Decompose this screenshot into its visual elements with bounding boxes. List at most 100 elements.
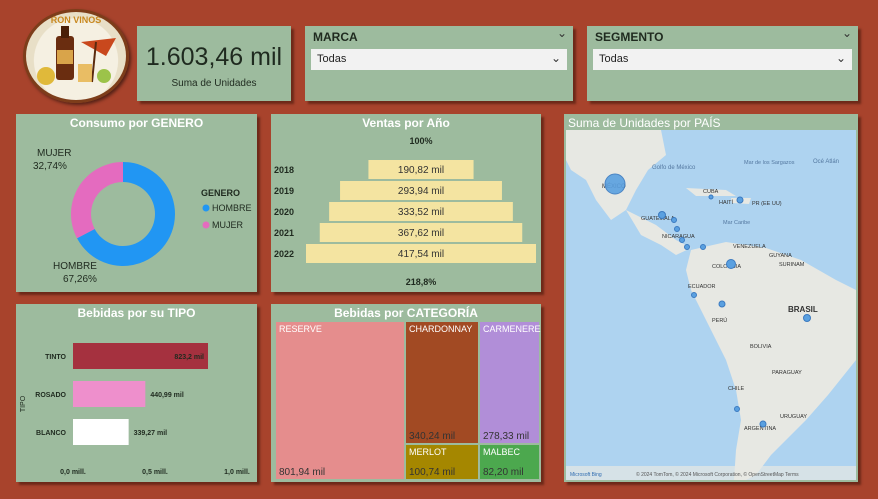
funnel-year-label: 2019	[274, 186, 294, 196]
cell-name: CHARDONNAY	[409, 324, 473, 334]
treemap-cell-merlot[interactable]: MERLOT 100,74 mil	[406, 445, 478, 479]
ventas-panel: Ventas por Año 100% 2018 190,82 mil 2019 29…	[271, 114, 541, 292]
map-label: Mar de los Sargazos	[744, 160, 795, 166]
panel-title: Ventas por Año	[362, 116, 450, 130]
cell-value: 340,24 mil	[409, 431, 456, 442]
bubble-ecuador[interactable]	[691, 292, 697, 298]
bubble-haiti[interactable]	[736, 196, 744, 204]
funnel-bar[interactable]	[329, 202, 513, 221]
map[interactable]: Golfo de México Mar de los Sargazos Océ …	[566, 130, 856, 480]
panel-title: Suma de Unidades por PAÍS	[568, 116, 721, 130]
donut-slice-mujer[interactable]	[71, 162, 123, 239]
funnel-bar[interactable]	[368, 160, 474, 179]
bubble-honduras[interactable]	[671, 217, 677, 223]
bubble-argentina[interactable]	[759, 420, 767, 428]
mujer-pct: 32,74%	[33, 161, 67, 172]
cell-name: RESERVE	[279, 324, 322, 334]
map-label: BOLIVIA	[750, 344, 772, 350]
tipo-bar-rosado[interactable]	[73, 381, 146, 407]
dropdown-value: Todas	[317, 53, 347, 65]
tipo-bar-tinto[interactable]	[73, 343, 209, 369]
treemap-cell-malbec[interactable]: MALBEC 82,20 mil	[480, 445, 539, 479]
x-tick: 1,0 mill.	[224, 469, 250, 476]
map-label: ECUADOR	[688, 284, 716, 290]
cell-value: 278,33 mil	[483, 431, 530, 442]
bubble-brasil[interactable]	[803, 314, 811, 322]
bubble-guatemala[interactable]	[658, 211, 666, 219]
donut-chart: MUJER 32,74% HOMBRE 67,26% GENERO HOMBRE…	[33, 148, 252, 285]
map-label: ARGENTINA	[744, 426, 776, 432]
tipo-bar-chart: TIPO TINTO 823,2 mil ROSADO 440,99 mil BLANC…	[20, 343, 250, 476]
treemap-cell-chardonnay[interactable]: CHARDONNAY 340,24 mil	[406, 322, 478, 443]
bing-logo: Microsoft Bing	[570, 472, 602, 478]
map-footer-bg	[566, 466, 856, 480]
map-label: PERÚ	[712, 317, 727, 324]
cell-name: MERLOT	[409, 447, 447, 457]
cell-value: 82,20 mil	[483, 467, 524, 478]
mujer-label: MUJER	[37, 148, 71, 159]
slicer-marca[interactable]: MARCA ⌄ Todas ⌄	[305, 26, 573, 101]
chevron-down-icon[interactable]: ⌄	[841, 26, 852, 40]
y-axis-label: TIPO	[20, 395, 27, 412]
bubble-peru[interactable]	[718, 300, 726, 308]
map-label: Golfo de México	[652, 165, 696, 171]
funnel-year-label: 2022	[274, 249, 294, 259]
logo-text: RON VINOS	[51, 15, 102, 25]
funnel-year-label: 2020	[274, 207, 294, 217]
chevron-down-icon: ⌄	[835, 51, 846, 65]
hombre-pct: 67,26%	[63, 274, 97, 285]
slicer-title: MARCA	[313, 30, 358, 44]
bubble-nicaragua[interactable]	[674, 226, 680, 232]
bubble-venezuela-w[interactable]	[700, 244, 706, 250]
map-label: HAITÍ	[719, 199, 734, 206]
map-attribution: © 2024 TomTom, © 2024 Microsoft Corporat…	[636, 471, 799, 478]
map-label: CUBA	[703, 189, 719, 195]
funnel-bar[interactable]	[340, 181, 502, 200]
treemap-cell-carmenere[interactable]: CARMENERE 278,33 mil	[480, 322, 541, 443]
legend-mujer: MUJER	[212, 220, 243, 230]
funnel-bar[interactable]	[319, 223, 523, 242]
map-label: Mar Caribe	[723, 220, 750, 226]
legend-hombre: HOMBRE	[212, 203, 252, 213]
marca-dropdown[interactable]: Todas ⌄	[311, 49, 567, 70]
bubble-colombia[interactable]	[726, 259, 736, 269]
map-label: VENEZUELA	[733, 244, 766, 250]
legend-mujer-marker	[202, 221, 210, 229]
tipo-value-label: 823,2 mil	[174, 354, 204, 361]
chevron-down-icon: ⌄	[550, 51, 561, 65]
map-label: GUYANA	[769, 253, 792, 259]
bubble-cuba[interactable]	[708, 194, 714, 200]
donut-slice-hombre[interactable]	[77, 162, 175, 266]
land-south-america	[686, 242, 856, 480]
bubble-costa-rica[interactable]	[679, 237, 685, 243]
bubble-panama[interactable]	[684, 244, 690, 250]
tipo-category-label: ROSADO	[35, 392, 66, 399]
funnel-value-label: 333,52 mil	[398, 207, 444, 218]
legend-title: GENERO	[201, 188, 240, 198]
land-central-america	[626, 210, 691, 255]
funnel-year-label: 2018	[274, 165, 294, 175]
funnel-value-label: 367,62 mil	[398, 228, 444, 239]
segmento-dropdown[interactable]: Todas ⌄	[593, 49, 852, 70]
chevron-down-icon[interactable]: ⌄	[556, 26, 567, 40]
bubble-chile[interactable]	[734, 406, 740, 412]
hombre-label: HOMBRE	[53, 261, 97, 272]
slicer-title: SEGMENTO	[595, 30, 664, 44]
funnel-chart: 100% 2018 190,82 mil 2019 293,94 mil 2020 333…	[274, 136, 536, 287]
funnel-bar[interactable]	[306, 244, 536, 263]
map-panel: Suma de Unidades por PAÍS Golfo de Méxic…	[564, 114, 858, 482]
slicer-segmento[interactable]: SEGMENTO ⌄ Todas ⌄	[587, 26, 858, 101]
treemap-cell-reserve[interactable]: RESERVE 801,94 mil	[276, 322, 404, 479]
cell-name: CARMENERE	[483, 324, 541, 334]
tipo-category-label: BLANCO	[36, 430, 66, 437]
tipo-value-label: 339,27 mil	[134, 430, 168, 437]
map-label: CHILE	[728, 386, 745, 392]
map-label: COLOMBIA	[712, 264, 741, 270]
tipo-bar-blanco[interactable]	[73, 419, 129, 445]
map-label: BRASIL	[788, 305, 818, 314]
dropdown-value: Todas	[599, 53, 629, 65]
cell-name: MALBEC	[483, 447, 521, 457]
land-cuba	[686, 188, 736, 196]
bubble-mexico[interactable]	[604, 173, 626, 195]
tipo-category-label: TINTO	[45, 354, 66, 361]
